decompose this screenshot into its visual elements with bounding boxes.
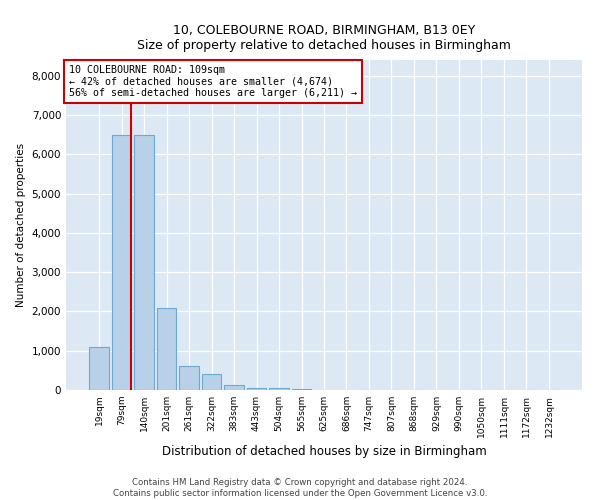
Bar xyxy=(224,384,244,390)
Bar xyxy=(112,134,131,390)
Text: 10 COLEBOURNE ROAD: 109sqm
← 42% of detached houses are smaller (4,674)
56% of s: 10 COLEBOURNE ROAD: 109sqm ← 42% of deta… xyxy=(68,65,356,98)
Bar xyxy=(157,308,176,390)
Y-axis label: Number of detached properties: Number of detached properties xyxy=(16,143,26,307)
Bar xyxy=(269,388,289,390)
Bar xyxy=(134,134,154,390)
Bar xyxy=(202,374,221,390)
Text: Contains HM Land Registry data © Crown copyright and database right 2024.
Contai: Contains HM Land Registry data © Crown c… xyxy=(113,478,487,498)
Bar xyxy=(89,347,109,390)
Bar xyxy=(292,389,311,390)
X-axis label: Distribution of detached houses by size in Birmingham: Distribution of detached houses by size … xyxy=(161,446,487,458)
Bar xyxy=(179,366,199,390)
Bar xyxy=(247,388,266,390)
Title: 10, COLEBOURNE ROAD, BIRMINGHAM, B13 0EY
Size of property relative to detached h: 10, COLEBOURNE ROAD, BIRMINGHAM, B13 0EY… xyxy=(137,24,511,52)
